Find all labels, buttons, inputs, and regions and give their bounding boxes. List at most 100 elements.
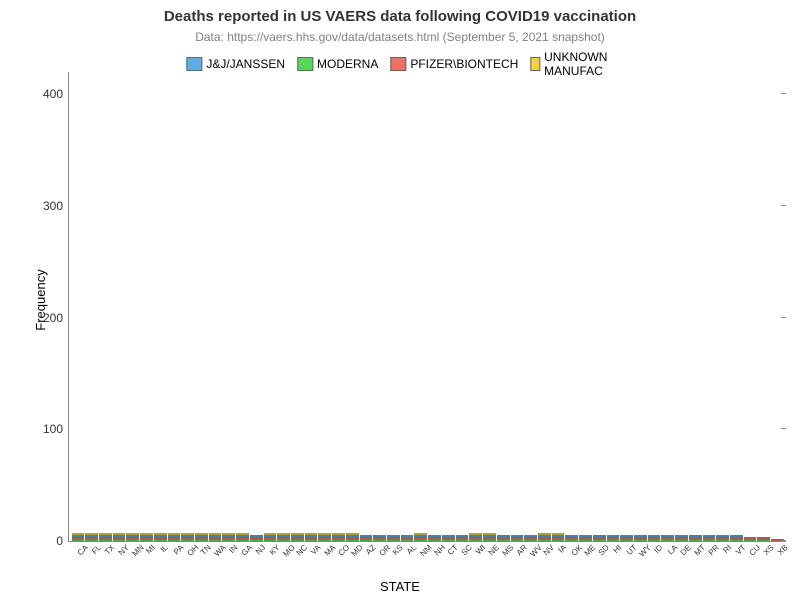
bar-segment-moderna — [99, 539, 112, 541]
bar-group: WV — [524, 535, 537, 541]
x-tick-label: KS — [391, 543, 405, 557]
bar-segment-moderna — [85, 539, 98, 541]
bar-group: RI — [716, 535, 729, 541]
bar-segment-moderna — [126, 539, 139, 541]
bar-group: HI — [607, 535, 620, 541]
x-tick-label: MA — [322, 543, 337, 558]
legend-item: MODERNA — [297, 57, 378, 71]
x-tick-label: MT — [693, 543, 708, 558]
x-tick-label: NY — [117, 543, 131, 557]
bar-segment-moderna — [387, 539, 400, 541]
x-tick-label: XS — [762, 543, 776, 557]
bar-segment-moderna — [264, 539, 277, 541]
x-tick-label: FL — [90, 543, 103, 556]
bar-group: CU — [744, 537, 757, 541]
x-tick-label: AL — [405, 543, 418, 556]
bar-group: ID — [648, 535, 661, 541]
bar-segment-moderna — [538, 539, 551, 541]
bar-group: KY — [264, 533, 277, 541]
x-tick-label: DE — [679, 543, 693, 557]
bar-group: IN — [222, 533, 235, 541]
y-tick-label: 400 — [43, 87, 69, 101]
bar-segment-moderna — [620, 539, 633, 541]
bar-group: DE — [675, 535, 688, 541]
bar-group: WI — [469, 533, 482, 541]
bar-group: CO — [332, 533, 345, 541]
bar-segment-moderna — [318, 539, 331, 541]
bar-group: MD — [346, 533, 359, 541]
x-tick-label: TX — [103, 543, 117, 557]
bar-segment-moderna — [291, 539, 304, 541]
x-tick-label: LA — [666, 543, 679, 556]
legend-label: MODERNA — [317, 57, 378, 71]
bar-segment-moderna — [497, 539, 510, 541]
x-tick-label: PA — [172, 543, 185, 556]
bar-segment-moderna — [277, 539, 290, 541]
x-tick-label: HI — [611, 543, 623, 555]
bar-group: CT — [442, 535, 455, 541]
bar-segment-moderna — [469, 539, 482, 541]
bar-group: ME — [579, 535, 592, 541]
x-tick-label: ID — [652, 543, 664, 555]
bar-group: NV — [538, 533, 551, 541]
bar-segment-moderna — [552, 539, 565, 541]
bar-group: AR — [511, 535, 524, 541]
bar-segment-moderna — [222, 539, 235, 541]
x-tick-label: IA — [556, 543, 568, 555]
legend-swatch — [530, 57, 540, 71]
bar-segment-moderna — [428, 539, 441, 541]
x-axis-label: STATE — [380, 579, 420, 594]
bar-segment-moderna — [236, 539, 249, 541]
bar-group: AZ — [360, 535, 373, 541]
chart-subtitle: Data: https://vaers.hhs.gov/data/dataset… — [0, 30, 800, 44]
y-tick-mark — [781, 428, 786, 429]
bar-segment-moderna — [648, 539, 661, 541]
y-tick-mark — [781, 93, 786, 94]
y-tick-label: 100 — [43, 422, 69, 436]
x-tick-label: IL — [159, 543, 170, 554]
legend-swatch — [390, 57, 406, 71]
bar-segment-moderna — [346, 539, 359, 541]
bar-group: KS — [387, 535, 400, 541]
chart-container: Deaths reported in US VAERS data followi… — [0, 0, 800, 600]
bar-group: FL — [85, 533, 98, 541]
x-tick-label: MN — [130, 543, 145, 558]
bar-group: SD — [593, 535, 606, 541]
legend-label: J&J/JANSSEN — [206, 57, 285, 71]
bar-group: PA — [168, 533, 181, 541]
bar-group: NE — [483, 533, 496, 541]
bar-segment-moderna — [757, 539, 770, 541]
bar-group: XS — [757, 537, 770, 541]
bar-segment-moderna — [195, 539, 208, 541]
bar-group: AL — [401, 535, 414, 541]
x-tick-label: OK — [569, 543, 584, 558]
bar-group: NC — [291, 533, 304, 541]
bar-segment-moderna — [607, 539, 620, 541]
bar-segment-moderna — [661, 539, 674, 541]
bar-group: VT — [730, 535, 743, 541]
bar-group: OH — [181, 533, 194, 541]
bar-segment-moderna — [744, 539, 757, 541]
bar-segment-moderna — [250, 539, 263, 541]
bar-group: TX — [99, 533, 112, 541]
bar-group: CA — [72, 533, 85, 541]
bar-segment-moderna — [730, 539, 743, 541]
bar-segment-moderna — [524, 539, 537, 541]
bar-segment-moderna — [168, 539, 181, 541]
x-tick-label: WI — [474, 543, 487, 556]
x-tick-label: NJ — [254, 543, 267, 556]
x-tick-label: NH — [432, 543, 447, 558]
x-tick-label: CO — [336, 543, 351, 558]
x-tick-label: NV — [542, 543, 556, 557]
legend-swatch — [297, 57, 313, 71]
bar-group: NY — [113, 533, 126, 541]
bar-segment-moderna — [360, 539, 373, 541]
bar-group: IL — [154, 533, 167, 541]
bar-segment-moderna — [565, 539, 578, 541]
x-tick-label: VA — [309, 543, 322, 556]
bar-segment-moderna — [593, 539, 606, 541]
x-tick-label: AZ — [364, 543, 378, 557]
bar-group: MS — [497, 535, 510, 541]
bar-segment-moderna — [332, 539, 345, 541]
bar-segment-moderna — [456, 539, 469, 541]
